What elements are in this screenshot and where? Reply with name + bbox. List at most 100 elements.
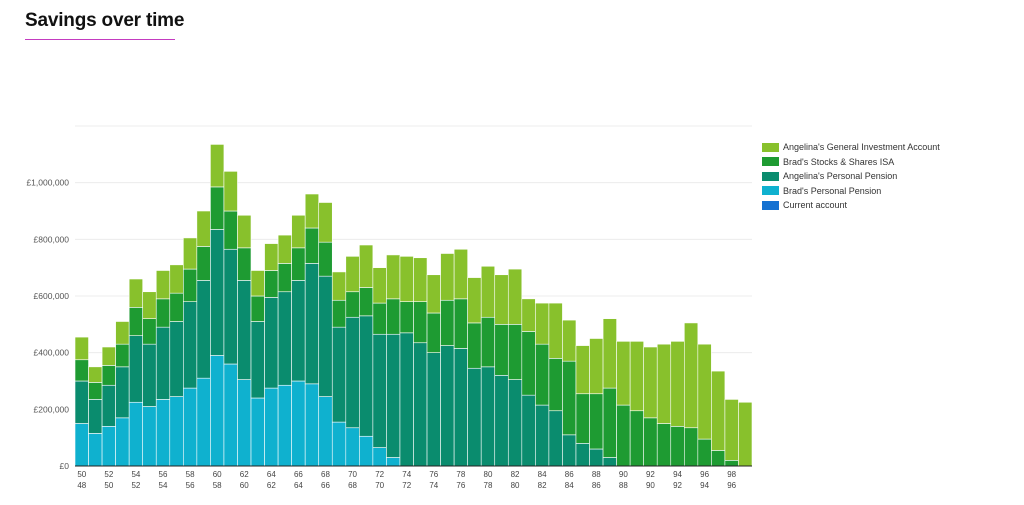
bar-segment [318,396,333,467]
bar-segment [629,410,644,467]
x-tick-label-bottom: 94 [700,481,709,490]
bar-segment [210,229,225,356]
bar-segment [480,316,496,368]
bar-segment [426,274,441,314]
bar-segment [426,312,441,353]
legend-label: Brad's Stocks & Shares ISA [783,156,895,167]
x-tick-label-bottom: 66 [321,481,330,490]
bar-segment [101,384,116,427]
bar-segment [331,421,347,467]
x-tick-label-bottom: 96 [727,481,736,490]
bar-segment [507,379,523,467]
x-tick-label-top: 98 [727,470,736,479]
bar-segment [196,280,211,379]
x-tick-label-top: 76 [429,470,438,479]
bar-segment [345,427,360,467]
bar-segment [711,450,726,467]
bar-segment [210,186,225,230]
bar-segment [399,332,414,467]
legend-item[interactable]: Brad's Stocks & Shares ISA [762,155,940,170]
bar-segment [223,363,238,467]
bar-segment [575,345,590,395]
bar-segment [453,298,468,349]
title-underline [25,39,175,40]
chart-bars [74,144,753,467]
bar-segment [616,404,631,467]
chart-legend: Angelina's General Investment Account Bra… [762,140,940,213]
bar-segment [548,410,563,467]
bar-segment [237,280,252,380]
bar-segment [169,264,184,294]
bar-segment [88,366,103,383]
bar-segment [453,248,468,300]
x-tick-label-bottom: 88 [619,481,628,490]
bar-segment [386,254,401,300]
legend-item[interactable]: Angelina's General Investment Account [762,140,940,155]
bar-segment [291,214,306,249]
bar-segment [359,244,374,288]
x-tick-label-top: 50 [77,470,86,479]
y-tick-label: £400,000 [34,348,70,358]
x-tick-label-bottom: 48 [77,481,86,490]
legend-item[interactable]: Brad's Personal Pension [762,184,940,199]
bar-segment [304,227,320,264]
x-tick-label-top: 78 [456,470,465,479]
bar-segment [277,234,292,264]
legend-item[interactable]: Current account [762,198,940,213]
bar-segment [115,366,130,419]
bar-segment [169,292,184,322]
x-tick-label-top: 84 [538,470,547,479]
bar-segment [304,263,320,385]
bar-segment [683,427,699,467]
bar-segment [548,302,563,359]
bar-segment [277,263,292,293]
x-tick-label-top: 56 [159,470,168,479]
x-tick-label-top: 52 [104,470,113,479]
page-title: Savings over time [25,10,185,31]
bar-segment [683,322,699,429]
bar-segment [711,370,726,451]
legend-label: Angelina's General Investment Account [783,142,940,153]
bar-segment [264,387,279,467]
bar-segment [467,277,482,324]
x-tick-label-top: 66 [294,470,303,479]
bar-segment [277,384,292,467]
bar-segment [562,360,577,436]
bar-segment [196,210,211,247]
bar-segment [88,382,103,400]
bar-segment [142,291,157,319]
x-tick-label-top: 92 [646,470,655,479]
bar-segment [697,438,712,467]
bar-segment [467,322,482,369]
bar-segment [169,321,184,397]
bar-segment [128,307,144,336]
bar-segment [738,401,753,467]
bar-segment [602,318,617,389]
legend-item[interactable]: Angelina's Personal Pension [762,169,940,184]
bar-segment [629,341,644,412]
bar-segment [602,387,617,458]
bar-segment [413,342,428,467]
bar-segment [115,343,130,368]
bar-segment [318,275,333,397]
bar-segment [562,319,577,362]
x-tick-label-top: 74 [402,470,411,479]
bar-segment [210,355,225,467]
bar-segment [589,448,604,467]
bar-segment [440,299,455,346]
bar-segment [155,270,171,300]
x-tick-label-top: 72 [375,470,384,479]
bar-segment [643,346,658,419]
bar-segment [74,359,89,382]
x-tick-label-bottom: 68 [348,481,357,490]
bar-segment [535,302,550,345]
y-tick-label: £200,000 [34,404,70,414]
bar-segment [372,333,387,448]
bar-segment [480,366,496,467]
bar-segment [115,321,130,345]
bar-segment [345,291,360,318]
bar-segment [74,380,89,424]
bar-segment [277,291,292,386]
bar-segment [656,343,672,424]
